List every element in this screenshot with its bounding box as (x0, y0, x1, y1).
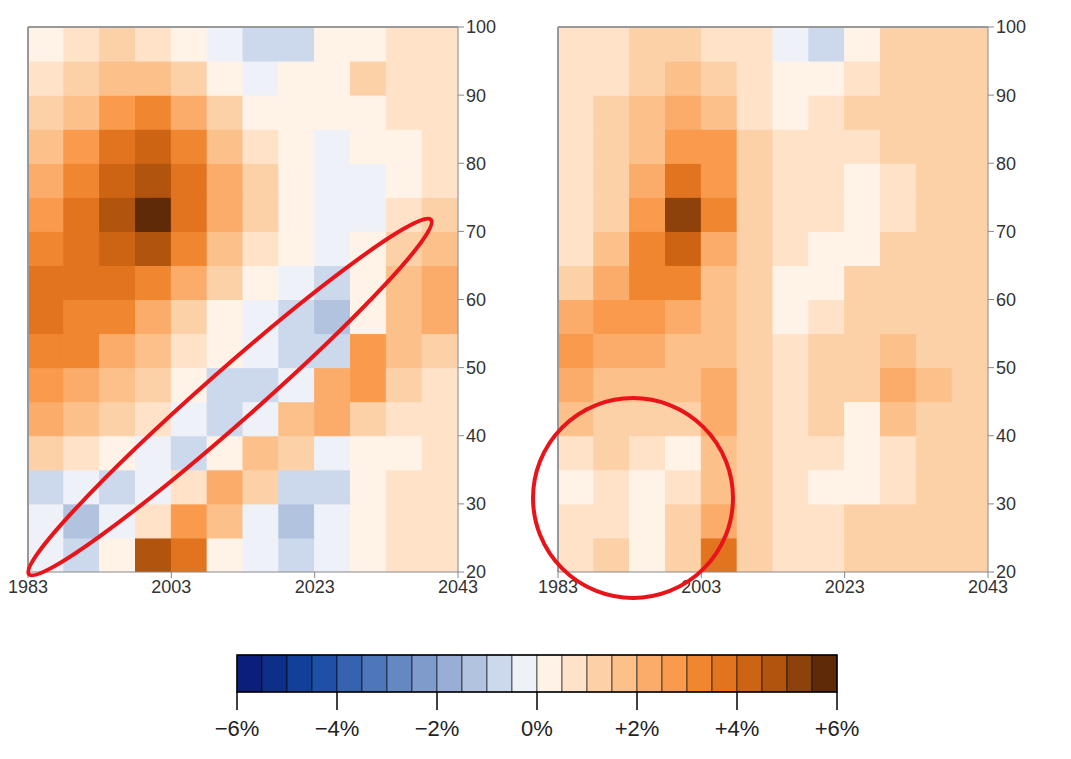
svg-text:80: 80 (996, 154, 1016, 174)
svg-text:0%: 0% (521, 716, 553, 741)
svg-text:20: 20 (466, 562, 486, 582)
svg-text:80: 80 (466, 154, 486, 174)
svg-text:70: 70 (466, 222, 486, 242)
svg-text:−6%: −6% (215, 716, 260, 741)
svg-text:60: 60 (996, 290, 1016, 310)
svg-text:20: 20 (996, 562, 1016, 582)
svg-text:70: 70 (996, 222, 1016, 242)
svg-text:2003: 2003 (681, 577, 721, 597)
svg-text:90: 90 (466, 86, 486, 106)
svg-text:60: 60 (466, 290, 486, 310)
svg-text:1983: 1983 (538, 577, 578, 597)
svg-text:90: 90 (996, 86, 1016, 106)
svg-text:+6%: +6% (815, 716, 860, 741)
svg-text:30: 30 (466, 494, 486, 514)
svg-text:2043: 2043 (438, 576, 478, 597)
svg-text:+4%: +4% (715, 716, 760, 741)
svg-text:2003: 2003 (151, 577, 191, 597)
svg-text:40: 40 (466, 426, 486, 446)
svg-text:30: 30 (996, 494, 1016, 514)
svg-text:40: 40 (996, 426, 1016, 446)
svg-text:−4%: −4% (315, 716, 360, 741)
svg-text:1983: 1983 (8, 577, 48, 597)
svg-text:50: 50 (996, 358, 1016, 378)
svg-text:50: 50 (466, 358, 486, 378)
svg-text:2043: 2043 (968, 576, 1008, 597)
svg-text:+2%: +2% (615, 716, 660, 741)
svg-text:2023: 2023 (295, 577, 335, 597)
svg-text:−2%: −2% (415, 716, 460, 741)
svg-text:100: 100 (466, 17, 496, 37)
svg-text:2023: 2023 (825, 577, 865, 597)
svg-text:100: 100 (996, 17, 1026, 37)
